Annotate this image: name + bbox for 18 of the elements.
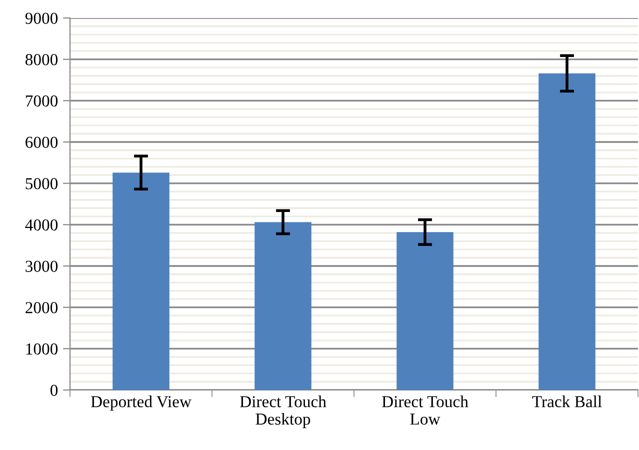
- y-tick-label: 8000: [25, 54, 58, 66]
- y-tick-label: 0: [50, 384, 58, 396]
- y-tick-label: 4000: [25, 219, 58, 231]
- bar: [396, 232, 454, 390]
- y-tick-label: 3000: [26, 260, 58, 272]
- bar: [254, 222, 312, 390]
- y-tick-label: 2000: [26, 302, 58, 314]
- x-tick-label: Direct Touch Desktop: [240, 396, 326, 428]
- bar: [538, 73, 596, 390]
- x-tick-label: Deported View: [90, 396, 192, 411]
- y-tick-label: 7000: [26, 95, 58, 107]
- y-tick-label: 1000: [26, 343, 58, 355]
- y-tick-label: 5000: [26, 178, 58, 190]
- y-tick-label: 9000: [25, 12, 58, 24]
- y-tick-label: 6000: [26, 136, 58, 148]
- bar: [112, 172, 170, 390]
- x-tick-label: Track Ball: [532, 396, 602, 408]
- x-tick-label: Direct Touch Low: [382, 396, 468, 425]
